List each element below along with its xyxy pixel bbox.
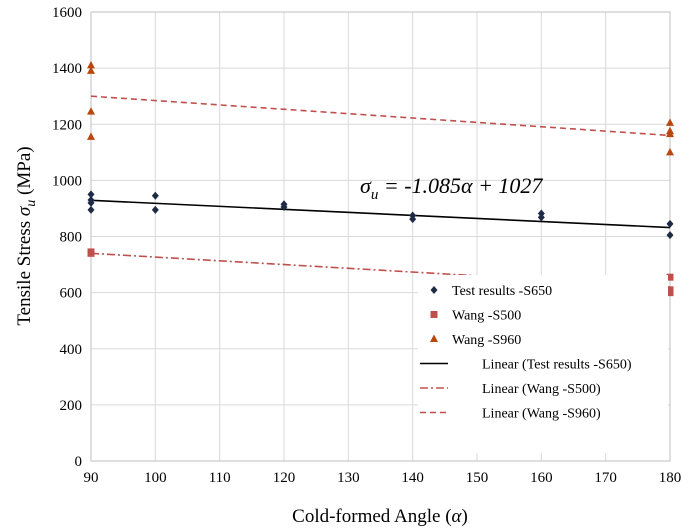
data-point: [666, 273, 674, 281]
data-point: [666, 129, 674, 138]
legend-marker: [430, 334, 438, 342]
legend-label: Linear (Wang -S960): [482, 407, 601, 422]
data-point: [87, 190, 95, 199]
legend-label: Linear (Test results -S650): [482, 358, 632, 373]
y-tick-label: 0: [75, 454, 83, 470]
data-point: [151, 205, 159, 214]
regression-equation: σu = -1.085α + 1027: [360, 173, 543, 203]
legend-marker: [430, 286, 438, 294]
data-point: [666, 231, 674, 240]
x-tick-label: 140: [401, 470, 424, 486]
data-points: [87, 60, 674, 297]
data-point: [666, 289, 674, 297]
y-axis-title: Tensile Stress σu (MPa): [14, 146, 39, 325]
x-tick-label: 90: [84, 470, 99, 486]
data-point: [666, 118, 674, 126]
legend-label: Wang -S960: [452, 333, 521, 348]
data-point: [409, 215, 417, 224]
y-tick-label: 1200: [52, 117, 82, 133]
legend-marker: [430, 311, 438, 318]
legend: Test results -S650 Wang -S500 Wang -S960 Li…: [418, 275, 668, 453]
data-point: [87, 249, 95, 257]
data-point: [280, 203, 288, 212]
data-point: [87, 205, 95, 214]
data-point: [666, 219, 674, 228]
data-point: [537, 213, 545, 222]
y-tick-label: 1400: [52, 61, 82, 77]
tick-labels: 90 100 110 120 130 140 150 160 170 180 0 200 400 600 8…: [52, 5, 681, 486]
data-point: [151, 191, 159, 200]
y-tick-label: 800: [60, 230, 83, 246]
legend-label: Wang -S500: [452, 309, 521, 324]
data-point: [87, 132, 95, 140]
y-tick-label: 1000: [52, 173, 82, 189]
x-tick-label: 170: [594, 470, 617, 486]
data-point: [666, 147, 674, 156]
x-tick-label: 180: [659, 470, 682, 486]
data-point: [87, 107, 95, 115]
data-point: [87, 66, 95, 74]
legend-background: [418, 275, 668, 453]
x-tick-label: 160: [530, 470, 553, 486]
data-point: [87, 198, 95, 207]
x-axis-title: Cold-formed Angle (α): [292, 506, 468, 527]
data-point: [87, 60, 95, 69]
y-tick-label: 1600: [52, 5, 82, 21]
x-tick-label: 120: [273, 470, 296, 486]
legend-label: Test results -S650: [452, 284, 552, 299]
x-tick-label: 110: [209, 470, 231, 486]
trendline: [90, 199, 671, 229]
y-tick-label: 600: [60, 286, 83, 302]
y-tick-label: 400: [60, 342, 83, 358]
legend-label: Linear (Wang -S500): [482, 382, 601, 397]
y-tick-label: 200: [60, 398, 83, 414]
x-tick-label: 150: [466, 470, 489, 486]
x-tick-label: 100: [144, 470, 167, 486]
x-tick-label: 130: [337, 470, 360, 486]
trendline: [90, 95, 671, 137]
